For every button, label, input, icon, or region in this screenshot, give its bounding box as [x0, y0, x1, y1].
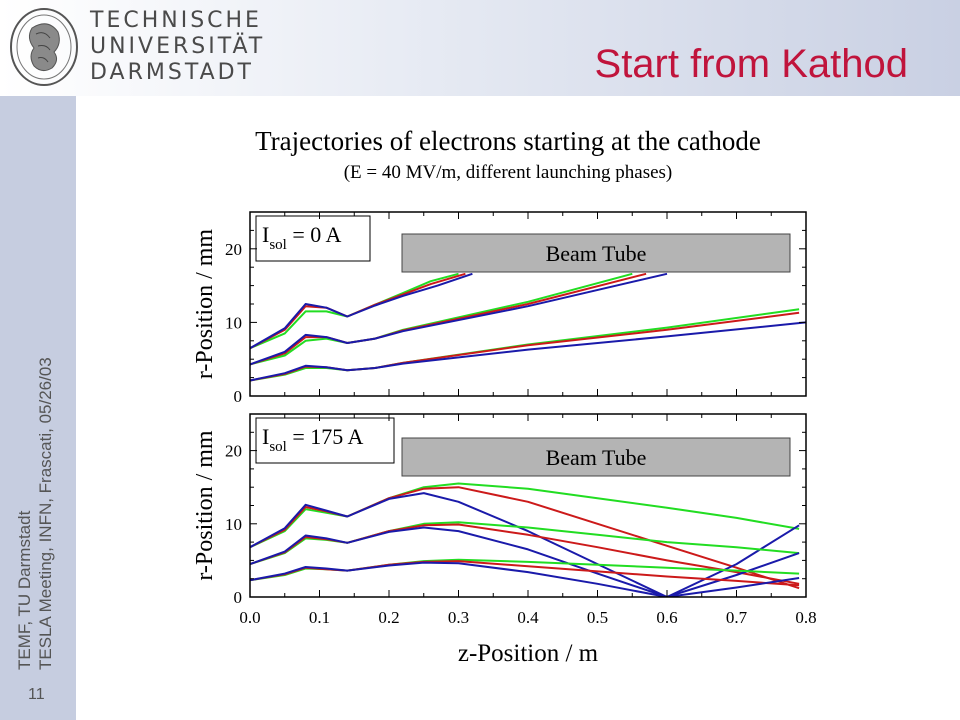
y-axis-label: r-Position / mm — [192, 229, 218, 380]
series-line-red-8 — [250, 311, 800, 382]
beam-tube-region — [401, 437, 791, 477]
x-tick-label: 0.1 — [309, 608, 330, 627]
page-number: 11 — [28, 686, 45, 703]
series-line-red-2 — [250, 272, 466, 350]
university-name-line-3: DARMSTADT — [90, 60, 254, 85]
beam-tube-label: Beam Tube — [546, 445, 647, 470]
x-tick-label: 0.7 — [726, 608, 748, 627]
series-line-red-2 — [250, 486, 800, 590]
beam-tube-label: Beam Tube — [546, 241, 647, 266]
y-axis-label: r-Position / mm — [192, 430, 218, 581]
series-line-green-4 — [250, 272, 633, 366]
annotation-box — [255, 215, 371, 262]
series-line-blue-3 — [250, 272, 473, 350]
header-band — [0, 0, 960, 96]
x-tick-label: 0.3 — [448, 608, 469, 627]
series-line-blue-3 — [250, 492, 800, 597]
university-seal-logo — [10, 8, 78, 86]
chart-subtitle: (E = 40 MV/m, different launching phases… — [343, 162, 673, 183]
university-name-line-1: TECHNISCHE — [90, 8, 262, 33]
x-tick-label: 0.5 — [587, 608, 608, 627]
y-tick-label: 10 — [225, 313, 242, 332]
y-tick-label: 0 — [234, 588, 243, 607]
x-axis-label: z-Position / m — [458, 640, 599, 667]
x-tick-label: 0.8 — [795, 608, 816, 627]
slide-title: Start from Kathod — [594, 42, 908, 86]
side-band — [0, 96, 76, 720]
chart-panel-2: Beam Tube Isol = 175 A 0 10 20 0.0 0.1 0.2 0.3 0.… — [192, 413, 817, 667]
solenoid-current-label: Isol = 0 A — [262, 222, 342, 253]
chart-panel-1: Beam Tube Isol = 0 A 0 10 20 r-Position / mm — [192, 211, 807, 406]
series-line-blue-9 — [250, 561, 800, 597]
series-line-red-5 — [250, 523, 800, 585]
y-tick-label: 0 — [234, 387, 243, 406]
series-line-blue-6 — [250, 526, 800, 597]
series-line-green-4 — [250, 521, 800, 566]
series-line-blue-6 — [250, 272, 668, 366]
y-tick-label: 20 — [225, 240, 242, 259]
university-name-line-2: UNIVERSITÄT — [90, 34, 266, 59]
solenoid-current-label: Isol = 175 A — [262, 424, 364, 455]
series-line-blue-9 — [250, 321, 806, 382]
x-tick-label: 0.0 — [239, 608, 260, 627]
x-tick-label: 0.6 — [656, 608, 677, 627]
chart-title: Trajectories of electrons starting at th… — [255, 126, 761, 156]
x-tick-label: 0.2 — [378, 608, 399, 627]
y-tick-label: 10 — [225, 515, 242, 534]
series-line-green-1 — [250, 482, 800, 549]
y-tick-label: 20 — [225, 442, 242, 461]
beam-tube-region — [401, 233, 791, 273]
annotation-box — [255, 417, 395, 464]
x-tick-label: 0.4 — [517, 608, 539, 627]
